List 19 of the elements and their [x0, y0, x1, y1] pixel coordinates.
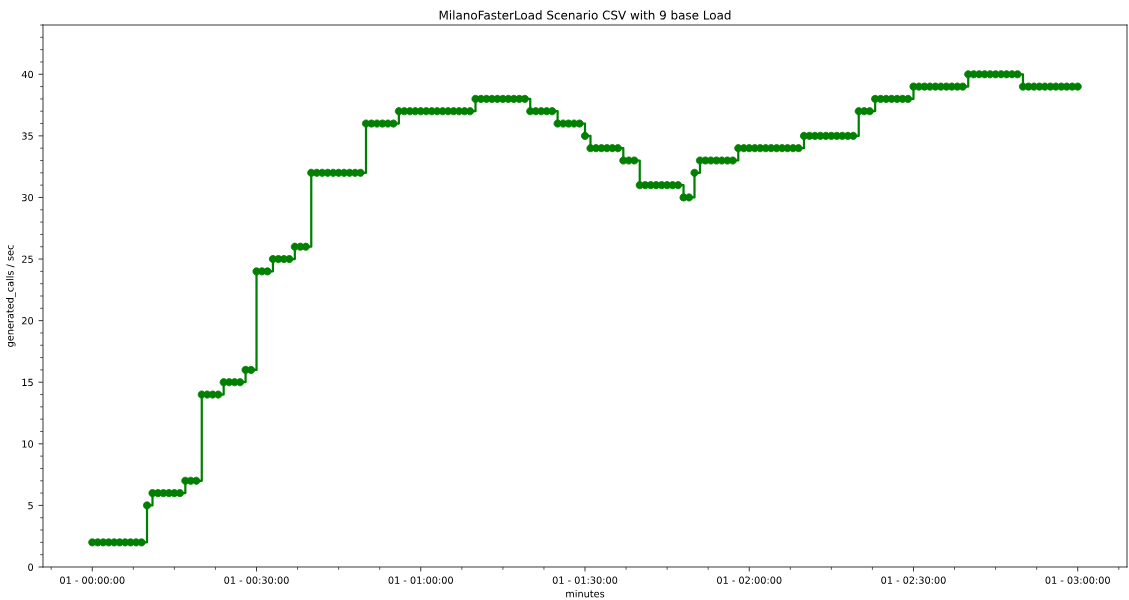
- x-tick-label: 01 - 00:00:00: [60, 576, 125, 584]
- y-tick-label: 40: [21, 70, 34, 79]
- x-tick-label: 01 - 00:30:00: [224, 576, 289, 584]
- x-tick-label: 01 - 01:30:00: [552, 576, 618, 584]
- y-tick-label: 35: [22, 132, 33, 140]
- x-axis-title: minutes: [566, 589, 605, 598]
- y-tick-label: 5: [28, 502, 33, 510]
- x-tick-label: 01 - 02:00:00: [717, 576, 782, 584]
- y-tick-label: 10: [22, 440, 34, 448]
- x-tick-label: 01 - 02:30:00: [881, 576, 946, 584]
- y-tick-label: 25: [22, 255, 33, 263]
- y-tick-label: 0: [28, 563, 34, 571]
- chart-title: MilanoFasterLoad Scenario CSV with 9 base Load: [439, 10, 731, 20]
- y-tick-label: 20: [22, 317, 34, 325]
- x-tick-label: 01 - 01:00:00: [388, 576, 453, 584]
- y-tick-label: 30: [22, 193, 34, 202]
- y-tick-label: 15: [22, 378, 33, 387]
- x-tick-label: 01 - 03:00:00: [1045, 576, 1110, 584]
- y-axis-title: generated_calls / sec: [6, 245, 16, 347]
